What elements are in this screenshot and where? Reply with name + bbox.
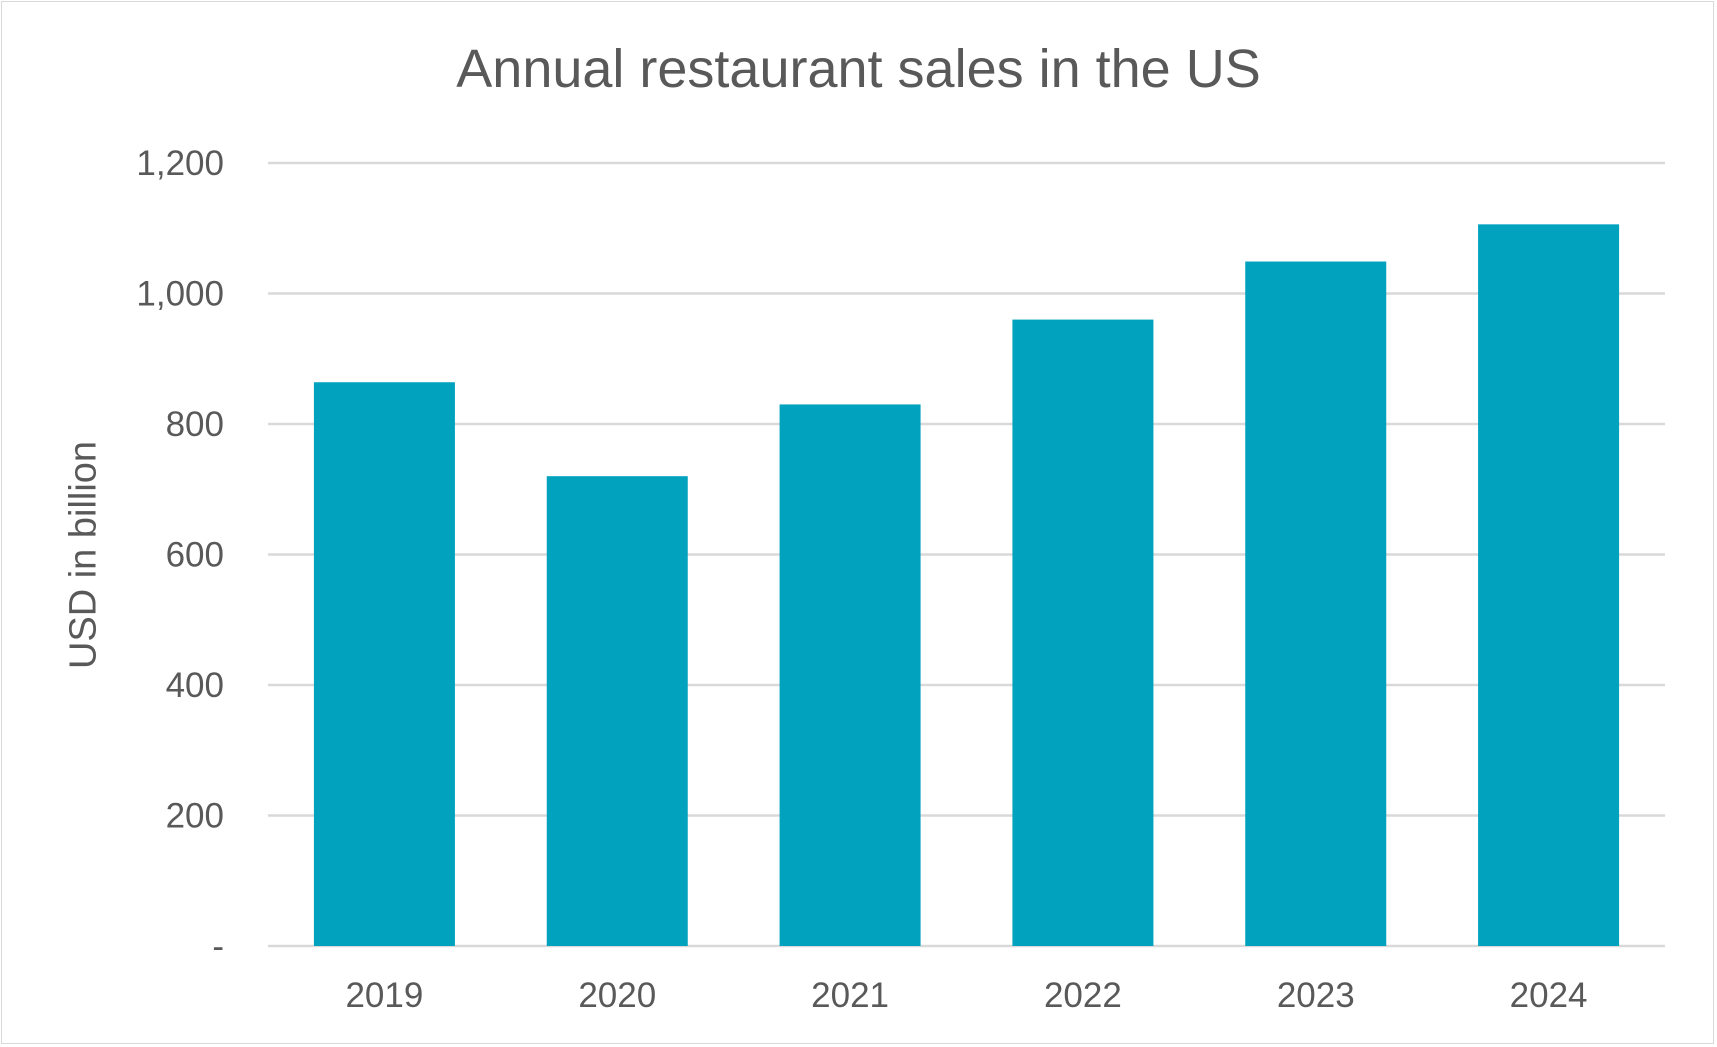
- gridlines: [268, 161, 1665, 948]
- x-tick-labels: 2019 2020 2021 2022 2023 2024: [345, 976, 1587, 1015]
- bar-2019: [313, 382, 455, 946]
- bar-2022: [1012, 319, 1154, 947]
- bar-2021: [779, 404, 921, 946]
- y-tick-label: 600: [166, 536, 224, 575]
- chart-title: Annual restaurant sales in the US: [456, 39, 1261, 99]
- x-tick-label: 2024: [1510, 976, 1588, 1015]
- bar-2024: [1478, 224, 1620, 946]
- y-tick-labels: - 200 400 600 800 1,000 1,200: [136, 144, 224, 966]
- y-tick-label: 800: [166, 405, 224, 444]
- y-tick-label: 1,200: [136, 144, 224, 183]
- x-tick-label: 2019: [345, 976, 423, 1015]
- bar-2020: [546, 476, 688, 946]
- y-tick-label: 1,000: [136, 275, 224, 314]
- y-tick-label: -: [212, 927, 224, 966]
- x-tick-label: 2021: [811, 976, 889, 1015]
- y-tick-label: 200: [166, 797, 224, 836]
- x-tick-label: 2022: [1044, 976, 1122, 1015]
- bar-2023: [1245, 261, 1387, 947]
- y-tick-label: 400: [166, 666, 224, 705]
- x-tick-label: 2023: [1277, 976, 1355, 1015]
- bars: [313, 224, 1620, 947]
- x-tick-label: 2020: [578, 976, 656, 1015]
